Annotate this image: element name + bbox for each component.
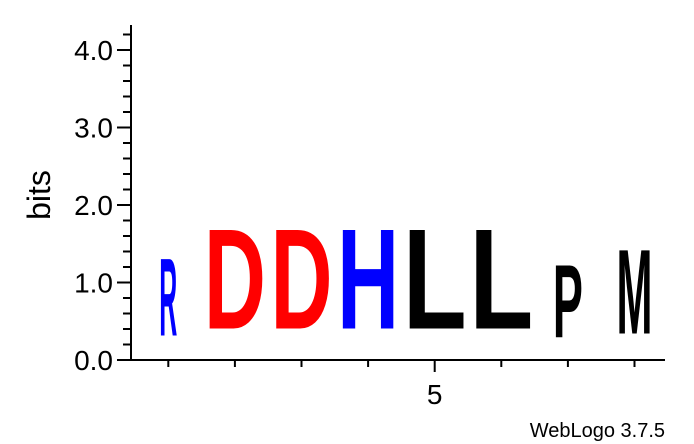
weblogo-credit: WebLogo 3.7.5 [530, 420, 665, 442]
y-tick-label: 1.0 [74, 268, 113, 299]
logo-letter-r-pos-1: R [159, 236, 177, 360]
logo-letter-l-pos-5: L [403, 198, 467, 359]
y-axis-title: bits [21, 170, 57, 220]
logo-letter-l-pos-6: L [469, 198, 533, 359]
y-axis: 0.0 1.0 2.0 3.0 4.0 [74, 25, 132, 376]
logo-letter-d-pos-2: D [204, 200, 266, 360]
y-tick-label: 0.0 [74, 345, 113, 376]
logo-letter-p-pos-7: P [553, 244, 583, 359]
y-tick-label: 4.0 [74, 35, 113, 66]
y-tick-label: 2.0 [74, 190, 113, 221]
x-axis: 5 [131, 359, 665, 410]
x-tick-label: 5 [427, 379, 443, 410]
logo-letter-m-pos-8: M [617, 225, 653, 360]
logo-letter-h-pos-4: H [337, 200, 399, 360]
logo-letter-d-pos-3: D [271, 200, 333, 360]
y-tick-label: 3.0 [74, 113, 113, 144]
